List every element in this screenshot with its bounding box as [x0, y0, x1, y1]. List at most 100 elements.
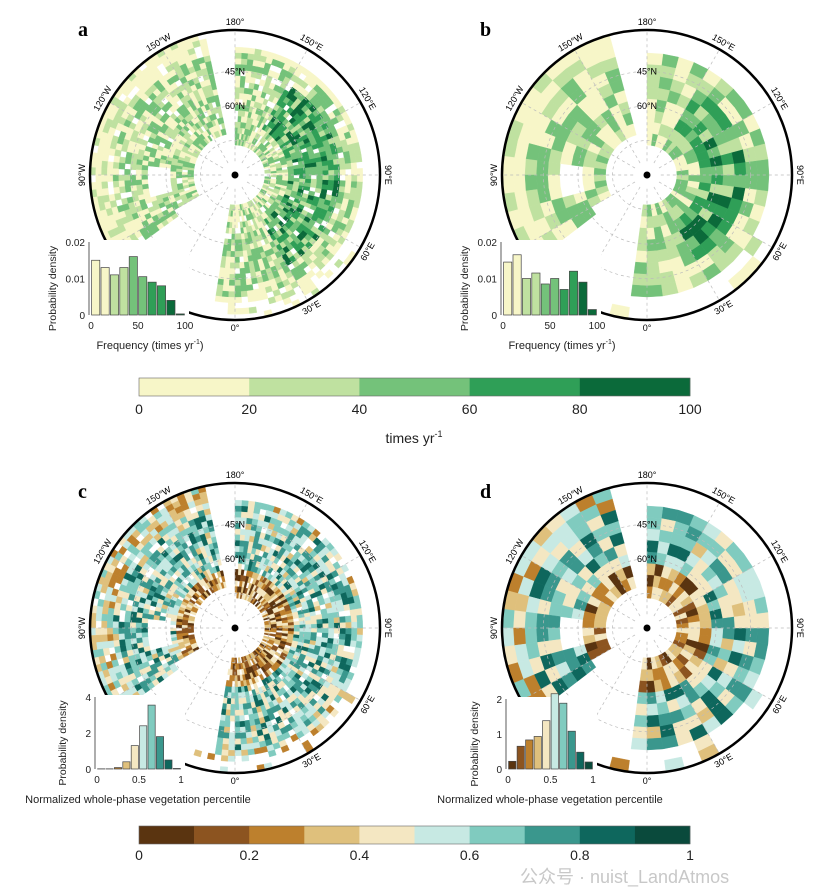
x-tick-label: 0 [505, 775, 511, 786]
histogram-bar [578, 281, 588, 316]
map-cell [234, 233, 239, 240]
map-cell [287, 171, 294, 176]
longitude-label: 0° [231, 776, 240, 786]
map-cell [220, 754, 229, 762]
histogram-bar [147, 704, 156, 770]
y-tick-label: 0.01 [66, 275, 86, 286]
map-cell [118, 621, 125, 629]
map-cell [234, 680, 239, 687]
map-cell [102, 647, 111, 656]
map-cell [710, 174, 724, 186]
map-cell [107, 174, 114, 182]
map-cell [230, 709, 236, 716]
map-cell [350, 621, 358, 629]
map-cell [344, 162, 352, 170]
longitude-label: 150°E [710, 32, 736, 53]
map-cell [95, 627, 102, 636]
map-cell [135, 179, 143, 186]
longitude-label: 180° [638, 470, 657, 480]
map-cell [159, 615, 166, 621]
longitude-label: 60°E [770, 694, 788, 716]
map-cell [248, 306, 258, 314]
map-cell [101, 160, 109, 169]
map-cell [239, 267, 246, 275]
map-cell [646, 284, 664, 298]
map-cell [646, 737, 664, 751]
y-tick-label: 0 [496, 765, 502, 776]
longitude-label: 90°W [489, 163, 499, 186]
map-cell [744, 627, 758, 643]
map-cell [170, 627, 177, 632]
map-cell [239, 261, 245, 269]
map-cell [234, 540, 240, 547]
map-cell [281, 169, 289, 173]
map-cell [733, 174, 747, 189]
map-cell [227, 755, 236, 762]
y-axis-label: Probability density [47, 245, 59, 331]
map-cell [234, 296, 242, 303]
map-cell [135, 164, 143, 171]
map-cell [287, 174, 294, 179]
x-axis-label: Frequency (times yr-1) [96, 339, 203, 352]
map-cell [118, 174, 125, 182]
histogram-bar [91, 259, 101, 316]
map-cell [536, 174, 550, 190]
map-cell [242, 546, 249, 554]
map-cell [119, 639, 127, 647]
map-cell [237, 574, 241, 582]
map-cell [181, 625, 189, 629]
map-cell [243, 535, 250, 542]
histogram-bar [156, 736, 164, 770]
histogram-bar [157, 285, 166, 316]
longitude-label: 0° [643, 776, 652, 786]
histogram-bar [172, 768, 181, 770]
histogram-bar [576, 751, 585, 770]
x-axis-label: Normalized whole-phase vegetation percen… [437, 794, 663, 806]
map-cell [217, 731, 225, 739]
map-cell [96, 641, 104, 651]
map-cell [304, 174, 312, 180]
map-cell [246, 506, 255, 514]
map-cell [238, 546, 244, 553]
map-cell [756, 627, 770, 645]
colorbar-tick-label: 80 [572, 401, 588, 417]
map-cell [646, 714, 661, 728]
map-cell [221, 122, 226, 130]
map-cell [112, 627, 120, 635]
x-tick-label: 1 [590, 775, 596, 786]
north-pole-marker [643, 171, 651, 179]
map-cell [239, 75, 246, 83]
map-cell [222, 290, 230, 298]
map-cell [316, 618, 323, 624]
map-cell [227, 308, 236, 315]
map-cell [234, 534, 241, 541]
map-cell [699, 627, 712, 637]
map-cell [135, 174, 143, 181]
map-cell [547, 161, 561, 176]
map-cell [101, 167, 108, 176]
map-cell [226, 703, 232, 710]
x-tick-label: 0.5 [132, 775, 146, 786]
map-cell [232, 221, 236, 229]
map-cell [221, 255, 227, 263]
map-cell [241, 215, 246, 222]
map-cell [287, 177, 294, 182]
map-cell [101, 627, 108, 636]
colorbar-tick-label: 60 [462, 401, 478, 417]
panel-label-a: a [78, 19, 88, 41]
map-cell [310, 623, 317, 629]
histogram-bar [100, 267, 110, 316]
map-cell [293, 621, 300, 626]
map-cell [349, 186, 357, 195]
map-cell [240, 743, 248, 751]
map-cell [356, 621, 363, 629]
map-cell [141, 169, 148, 176]
map-cell [513, 174, 527, 193]
colorbar-percentile: 0 0.2 0.4 0.6 0.8 1 [135, 825, 694, 863]
map-cell [304, 623, 312, 629]
map-cell [227, 302, 236, 309]
map-cell [222, 284, 230, 292]
histogram-bar [114, 767, 122, 770]
